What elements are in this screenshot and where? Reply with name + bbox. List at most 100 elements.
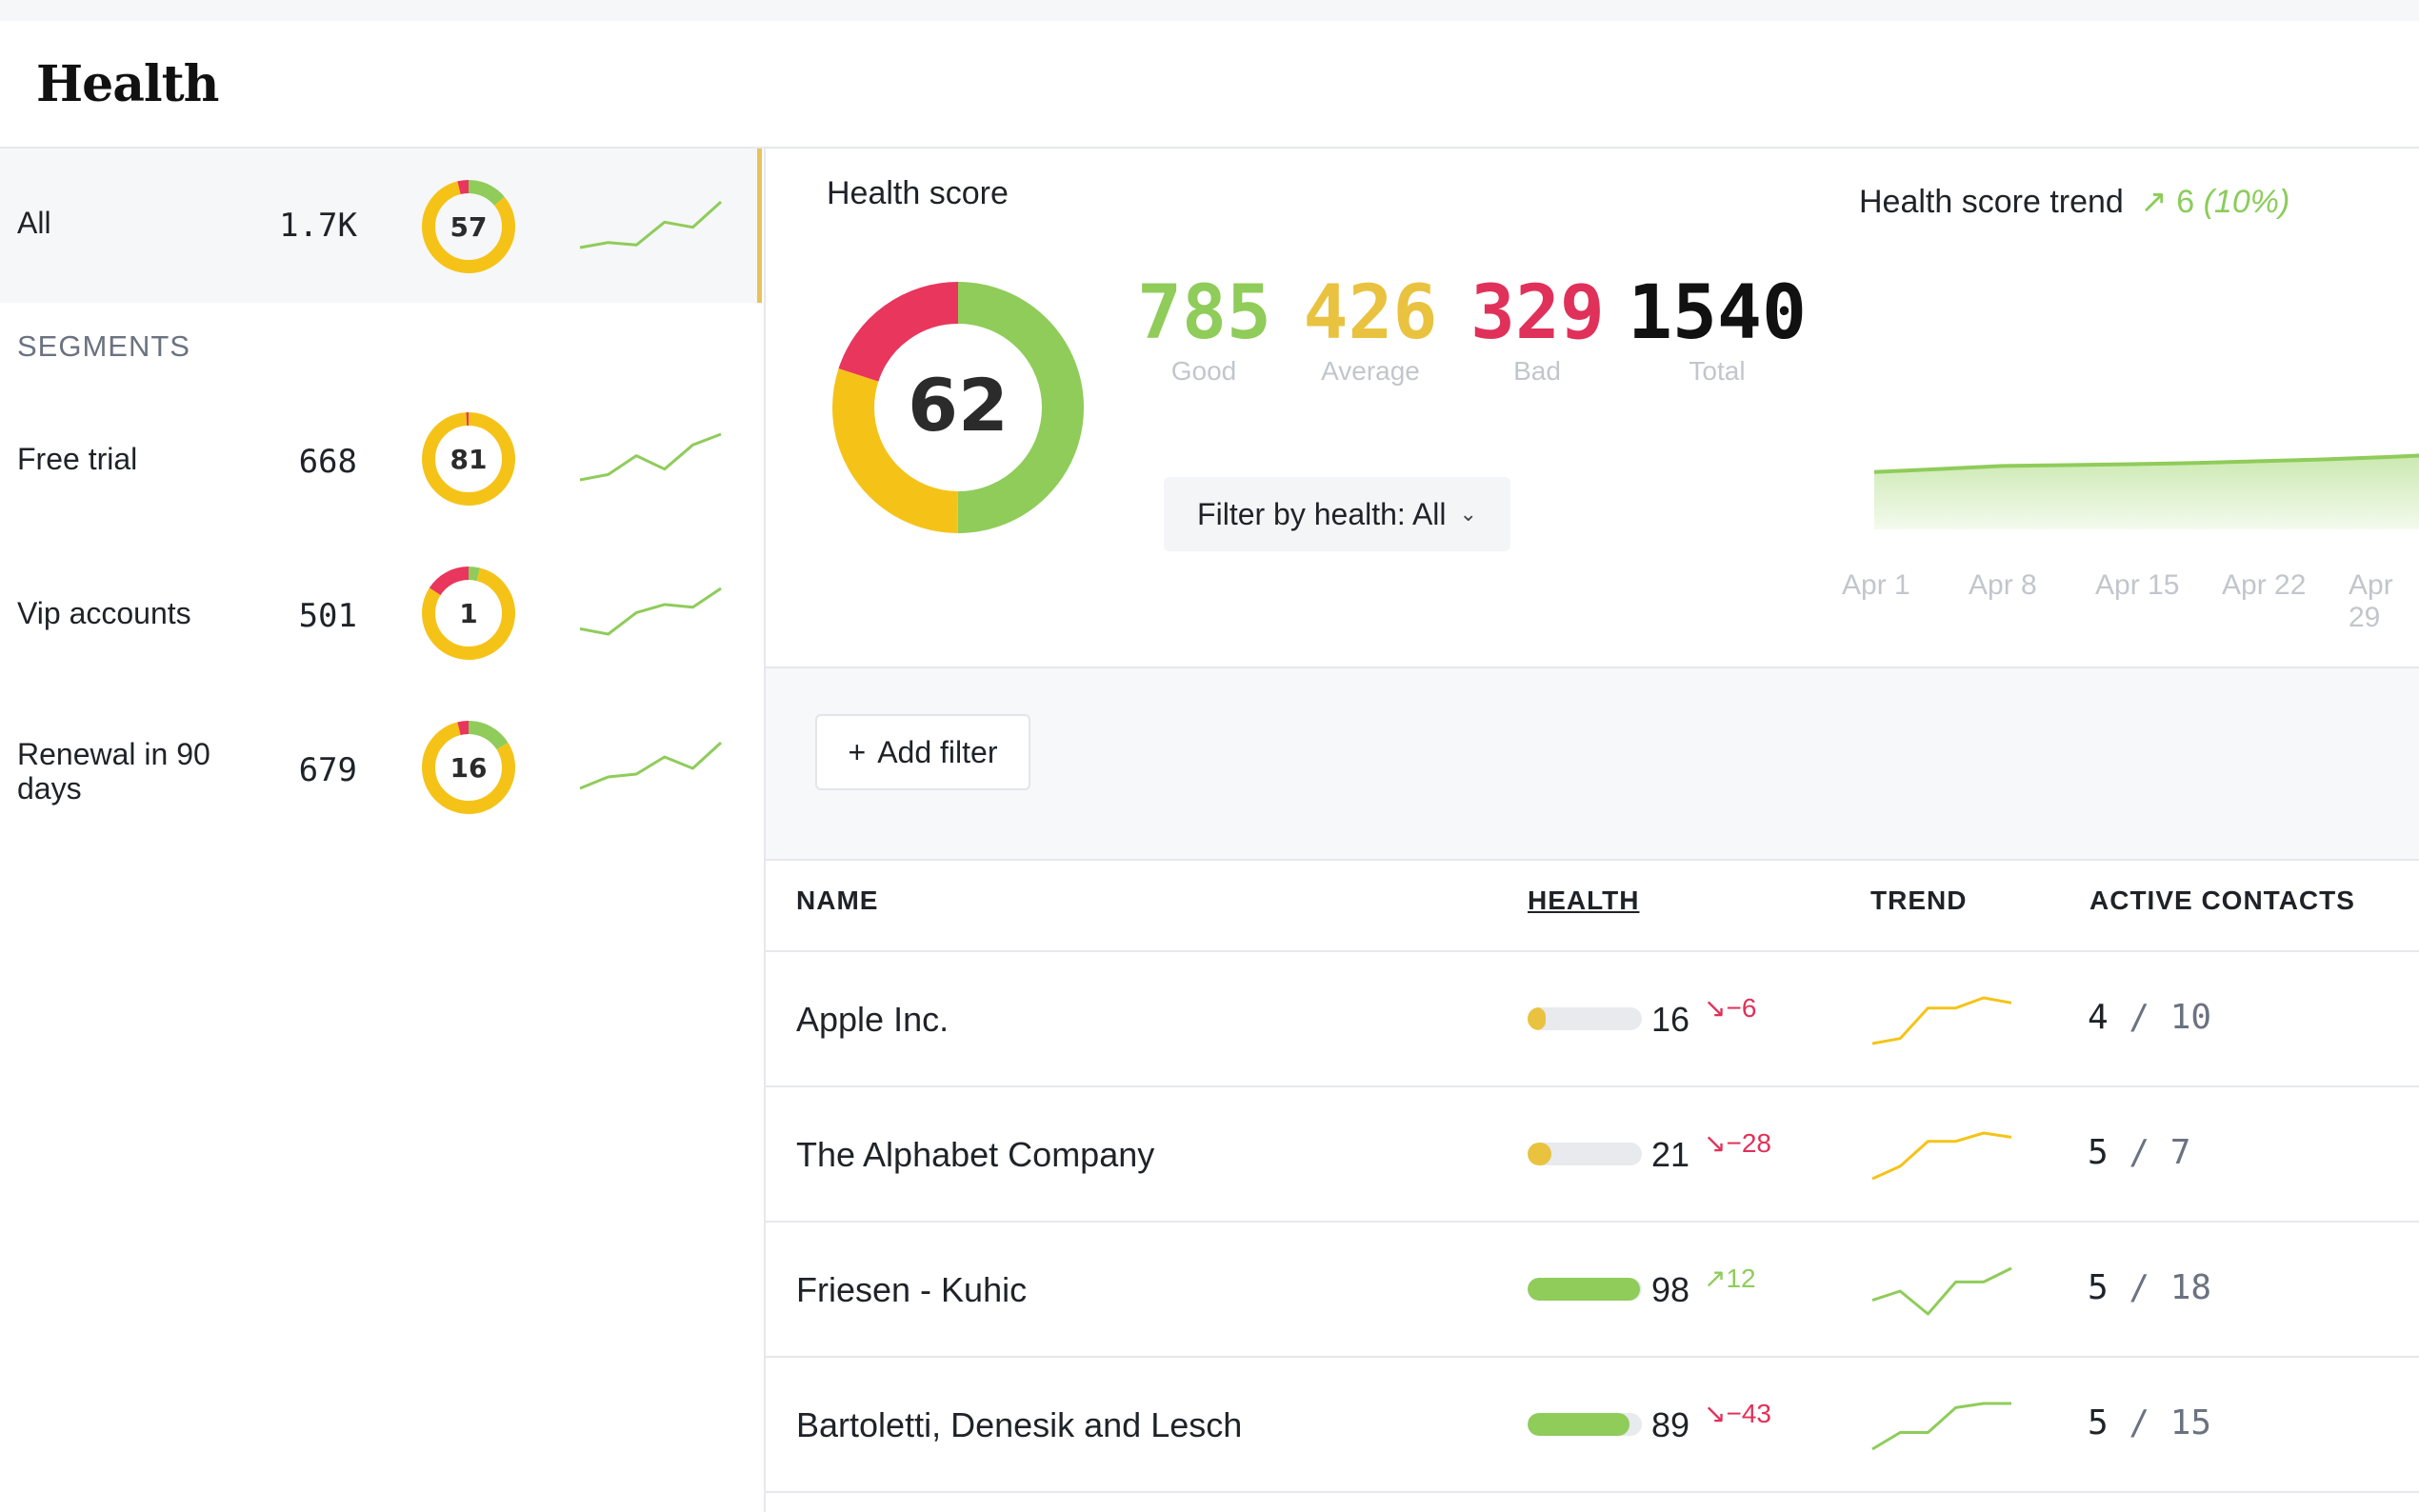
stat-value: 426 [1303, 270, 1438, 356]
health-delta-value: −28 [1726, 1128, 1771, 1158]
segment-health-donut: 57 [422, 180, 515, 273]
health-bar [1528, 1143, 1642, 1165]
sidebar-item-all[interactable]: All 1.7K 57 [0, 149, 762, 303]
active-contacts: 5 / 18 [2088, 1268, 2211, 1307]
segment-name: Vip accounts [17, 596, 191, 630]
segment-trend-sparkline [579, 741, 723, 790]
page-header: Health [0, 21, 2419, 149]
health-delta: ↗12 [1704, 1263, 1756, 1294]
segment-trend-sparkline [579, 587, 722, 636]
health-bar-fill [1528, 1143, 1552, 1165]
trend-x-tick: Apr 1 [1842, 569, 1910, 601]
trend-delta-percent: (10%) [2203, 184, 2290, 220]
health-value: 89 [1651, 1405, 1690, 1444]
plus-icon: + [848, 734, 867, 769]
table-row[interactable]: Apple Inc. 16 ↘−6 4 / 10 [766, 952, 2419, 1087]
health-delta: ↘−6 [1704, 992, 1756, 1024]
active-count: 5 [2088, 1133, 2109, 1172]
donut-bad-arc [422, 180, 515, 273]
health-bar-fill [1528, 1007, 1547, 1030]
sparkline-path [579, 741, 723, 790]
table-row[interactable]: The Alphabet Company 21 ↘−28 5 / 7 [766, 1087, 2419, 1223]
segment-count: 501 [298, 597, 357, 635]
sparkline-path [579, 200, 723, 249]
filter-by-health-dropdown[interactable]: Filter by health: All ⌄ [1164, 477, 1510, 551]
sidebar-item-vip-accounts[interactable]: Vip accounts 501 1 [0, 558, 762, 701]
trend-down-icon: ↘ [1704, 1399, 1727, 1428]
filter-label: Filter by health: All [1197, 496, 1447, 531]
column-header-active-contacts[interactable]: ACTIVE CONTACTS [2089, 885, 2355, 915]
stat-total: 1540 Total [1627, 272, 1808, 387]
health-bar-fill [1528, 1413, 1629, 1436]
main-panel: Health score 62 785 Good 426 Average 329… [766, 149, 2419, 1512]
trend-x-tick: Apr 22 [2222, 569, 2307, 601]
separator: / [2108, 1403, 2170, 1442]
account-name[interactable]: Apple Inc. [796, 1000, 950, 1039]
trend-up-icon: ↗ [1704, 1263, 1727, 1293]
sidebar-item-free-trial[interactable]: Free trial 668 81 [0, 404, 762, 547]
trend-delta: ↗ 6 (10%) [2140, 184, 2289, 220]
health-bar [1528, 1413, 1642, 1436]
top-strip [0, 0, 2419, 21]
stat-average: 426 Average [1299, 272, 1442, 387]
trend-area [1874, 455, 2419, 529]
trend-up-icon: ↗ [2140, 184, 2168, 220]
donut-average-arc [422, 567, 515, 660]
table-row[interactable]: Bartoletti, Denesik and Lesch 89 ↘−43 5 / 1… [766, 1358, 2419, 1493]
health-delta: ↘−28 [1704, 1127, 1771, 1159]
separator: / [2108, 1268, 2170, 1307]
row-trend-sparkline [1871, 1131, 2012, 1181]
total-count: 10 [2169, 998, 2212, 1037]
row-trend-sparkline [1871, 996, 2012, 1045]
health-delta-value: −43 [1726, 1399, 1771, 1428]
segment-name: All [17, 206, 51, 240]
stat-label: Average [1321, 356, 1420, 386]
column-header-health[interactable]: HEALTH [1528, 885, 1640, 915]
segment-count: 679 [298, 751, 357, 789]
table-header-divider [766, 950, 2419, 952]
sparkline-path [1871, 1131, 2012, 1181]
segment-count: 1.7K [279, 207, 357, 245]
segment-name: Renewal in 90 days [17, 737, 210, 806]
trend-x-tick: Apr 8 [1969, 569, 2037, 601]
account-name[interactable]: Friesen - Kuhic [796, 1270, 1028, 1309]
sidebar-item-renewal[interactable]: Renewal in 90 days 679 16 [0, 712, 762, 855]
stat-value: 329 [1470, 270, 1605, 356]
sparkline-path [1871, 996, 2012, 1045]
row-trend-sparkline [1871, 1402, 2011, 1451]
segments-heading: SEGMENTS [17, 329, 190, 363]
column-header-trend[interactable]: TREND [1870, 885, 1968, 915]
active-contacts: 4 / 10 [2088, 998, 2211, 1037]
segment-name: Free trial [17, 442, 138, 476]
total-count: 18 [2169, 1268, 2212, 1307]
active-contacts: 5 / 15 [2088, 1403, 2211, 1442]
donut-bad-arc [422, 721, 515, 814]
chevron-down-icon: ⌄ [1459, 502, 1477, 526]
row-trend-sparkline [1871, 1266, 2012, 1316]
health-trend-chart [1873, 453, 2419, 529]
donut-score: 57 [450, 211, 488, 243]
segment-trend-sparkline [579, 432, 722, 482]
add-filter-button[interactable]: + Add filter [815, 714, 1030, 790]
donut-score: 1 [459, 598, 477, 629]
account-name[interactable]: The Alphabet Company [796, 1135, 1155, 1174]
total-count: 15 [2169, 1403, 2212, 1442]
health-delta-value: −6 [1726, 993, 1757, 1023]
segment-count: 668 [298, 443, 357, 481]
health-delta-value: 12 [1726, 1263, 1756, 1293]
trend-x-tick: Apr 15 [2095, 569, 2180, 601]
stat-label: Good [1170, 356, 1237, 386]
sparkline-path [579, 432, 722, 482]
segment-trend-sparkline [579, 200, 723, 249]
trend-x-tick: Apr 29 [2349, 569, 2393, 633]
column-header-name[interactable]: NAME [796, 885, 879, 915]
active-count: 5 [2088, 1268, 2109, 1307]
active-count: 5 [2088, 1403, 2109, 1442]
separator: / [2108, 1133, 2170, 1172]
sparkline-path [1871, 1402, 2011, 1451]
donut-average-arc [832, 282, 1084, 533]
table-row[interactable]: Friesen - Kuhic 98 ↗12 5 / 18 [766, 1223, 2419, 1358]
health-bar [1528, 1007, 1642, 1030]
sparkline-path [579, 587, 722, 636]
account-name[interactable]: Bartoletti, Denesik and Lesch [796, 1405, 1243, 1444]
